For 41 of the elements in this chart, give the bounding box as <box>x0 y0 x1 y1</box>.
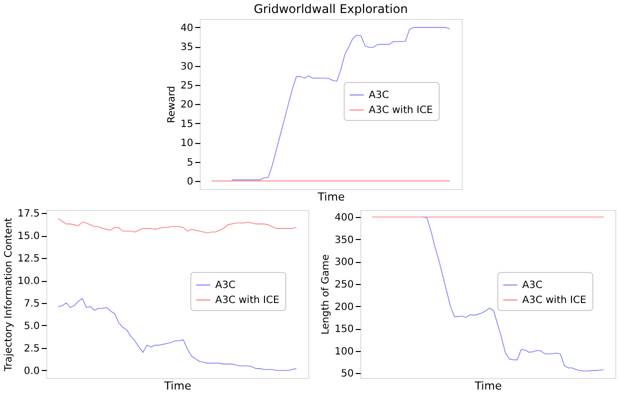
y-tick-label: 15.0 <box>17 231 40 242</box>
y-tick-label: 300 <box>334 257 354 268</box>
y-tick-label: 5.0 <box>24 320 40 332</box>
y-tick-label: 350 <box>334 234 354 246</box>
legend-label: A3C with ICE <box>522 295 586 306</box>
y-tick-label: 30 <box>180 61 194 72</box>
line-series <box>58 218 297 234</box>
line-series <box>422 216 604 372</box>
y-tick-label: 10.0 <box>17 276 40 288</box>
line-series <box>231 27 450 180</box>
y-tick-label: 35 <box>180 42 194 54</box>
y-tick-label: 40 <box>180 22 194 34</box>
x-axis-title: Time <box>474 380 502 392</box>
y-tick-label: 5 <box>186 157 194 168</box>
y-axis-title: Trajectory Information Content <box>3 218 14 372</box>
y-tick-label: 25 <box>180 80 194 92</box>
y-axis-title: Reward <box>166 86 178 124</box>
x-axis-title: Time <box>163 380 192 392</box>
y-tick-label: 20 <box>180 100 194 111</box>
legend-label: A3C with ICE <box>215 295 280 306</box>
y-tick-label: 150 <box>334 324 354 336</box>
y-tick-label: 50 <box>341 368 354 380</box>
y-tick-label: 200 <box>334 302 354 313</box>
y-tick-label: 400 <box>334 212 354 224</box>
legend-label: A3C with ICE <box>368 105 433 116</box>
legend-label: A3C <box>522 280 542 291</box>
y-tick-label: 100 <box>334 346 354 358</box>
y-axis-title: Length of Game <box>320 254 332 335</box>
y-tick-label: 15 <box>180 118 194 130</box>
y-tick-label: 2.5 <box>24 343 40 354</box>
x-axis-title: Time <box>316 190 345 204</box>
legend-label: A3C <box>368 90 389 101</box>
legend-label: A3C <box>215 280 236 291</box>
y-tick-label: 12.5 <box>17 254 40 265</box>
y-tick-label: 10 <box>180 138 194 150</box>
y-tick-label: 0 <box>186 176 194 188</box>
y-tick-label: 7.5 <box>24 298 40 310</box>
chart-title: Gridworldwall Exploration <box>254 2 408 16</box>
y-tick-label: 0.0 <box>24 366 40 377</box>
y-tick-label: 17.5 <box>17 208 40 220</box>
y-tick-label: 250 <box>334 279 354 290</box>
